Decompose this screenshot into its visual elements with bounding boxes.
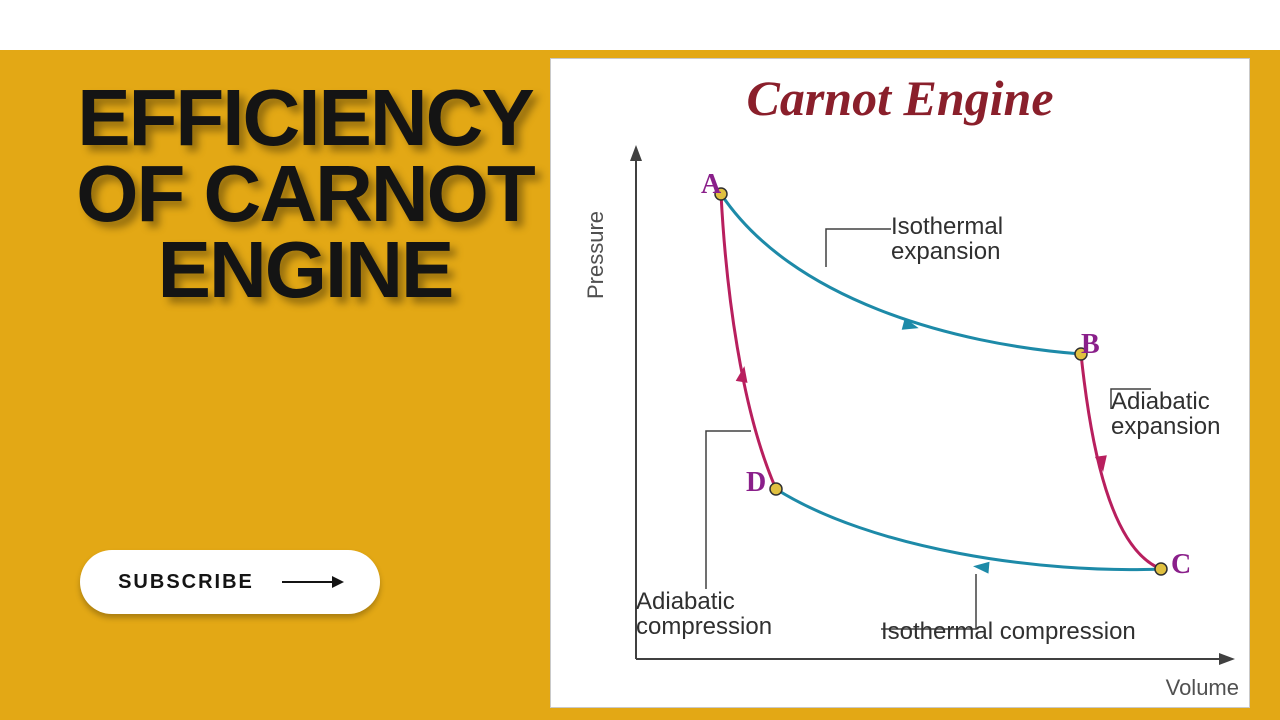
text: compression bbox=[636, 613, 772, 640]
text: Isothermal compression bbox=[881, 618, 1136, 645]
label-isothermal-expansion: Isothermal expansion bbox=[891, 214, 1003, 264]
curve-adiabatic-expansion bbox=[1081, 354, 1161, 569]
point-B-label: B bbox=[1081, 329, 1100, 361]
curve-isothermal-compression bbox=[776, 489, 1161, 570]
point-D-marker bbox=[770, 483, 782, 495]
text: Isothermal bbox=[891, 213, 1003, 240]
arrow-DA bbox=[736, 365, 751, 383]
subscribe-label: SUBSCRIBE bbox=[118, 571, 254, 594]
carnot-diagram-panel: Carnot Engine Pressure Volume bbox=[550, 58, 1250, 708]
text: expansion bbox=[891, 238, 1000, 265]
headline: EFFICIENCY OF CARNOT ENGINE bbox=[40, 80, 570, 308]
arrow-BC bbox=[1095, 455, 1109, 473]
label-adiabatic-compression: Adiabatic compression bbox=[636, 589, 772, 639]
headline-line3: ENGINE bbox=[158, 225, 453, 314]
label-adiabatic-expansion: Adiabatic expansion bbox=[1111, 389, 1220, 439]
point-D-label: D bbox=[746, 467, 766, 499]
arrow-right-icon bbox=[282, 581, 342, 583]
callout-adia-comp bbox=[706, 431, 751, 589]
subscribe-button[interactable]: SUBSCRIBE bbox=[80, 550, 380, 614]
callout-iso-exp bbox=[826, 229, 891, 267]
point-C-label: C bbox=[1171, 549, 1191, 581]
arrow-CD bbox=[973, 560, 990, 573]
text: Adiabatic bbox=[636, 588, 735, 615]
diagram-title: Carnot Engine bbox=[551, 69, 1249, 127]
label-isothermal-compression: Isothermal compression bbox=[881, 619, 1136, 644]
point-A-label: A bbox=[701, 169, 721, 201]
curve-adiabatic-compression bbox=[721, 194, 776, 489]
text: Adiabatic bbox=[1111, 388, 1210, 415]
top-white-bar bbox=[0, 0, 1280, 50]
text: expansion bbox=[1111, 413, 1220, 440]
point-C-marker bbox=[1155, 563, 1167, 575]
